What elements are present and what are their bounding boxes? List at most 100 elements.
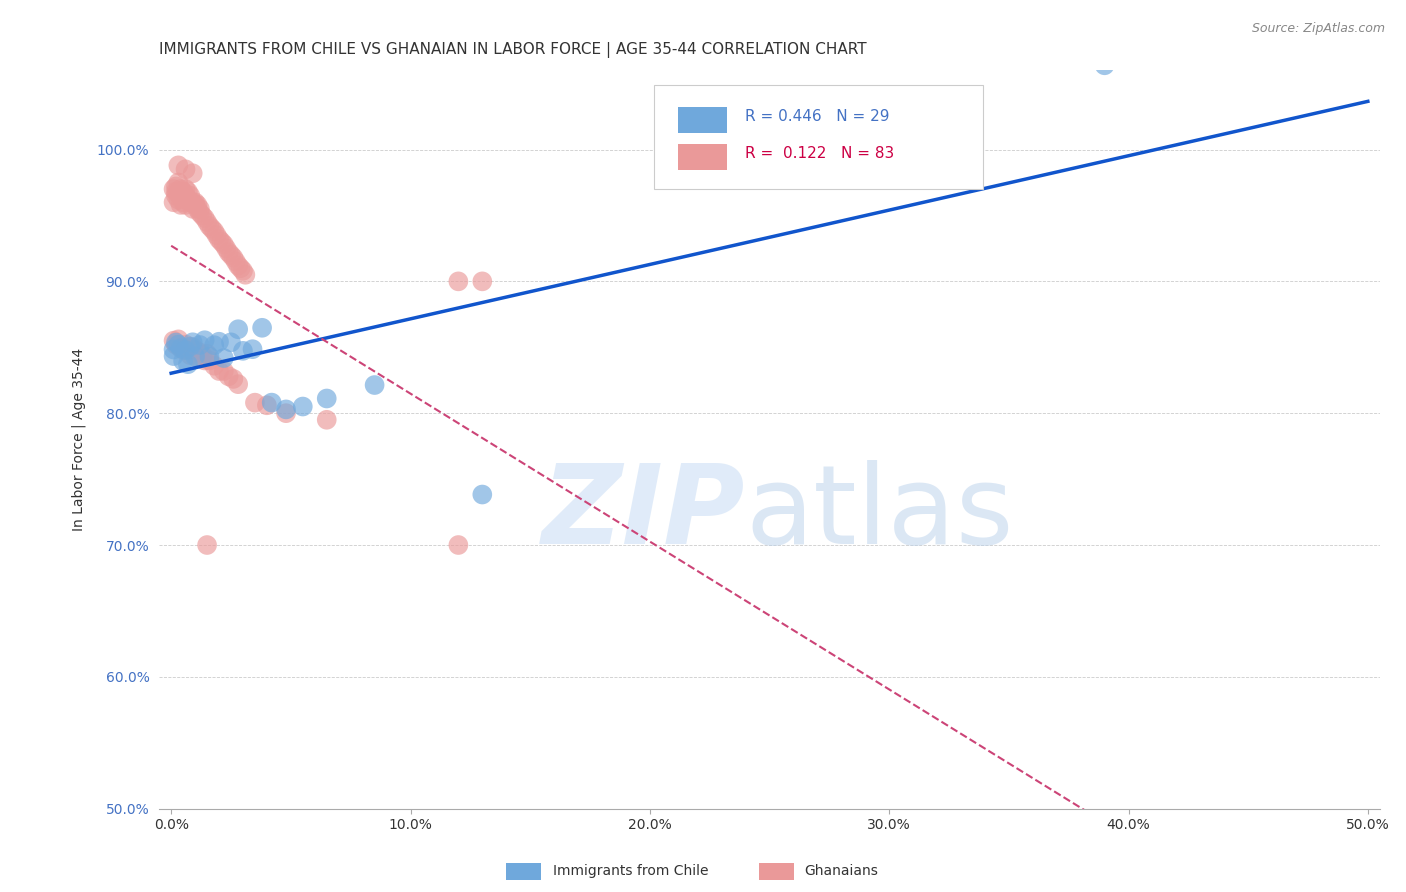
Point [212, 237, 235, 252]
Point [177, 193, 200, 207]
Y-axis label: In Labor Force | Age 35-44: In Labor Force | Age 35-44 [72, 348, 86, 531]
Point [167, 185, 190, 199]
Point [162, 334, 184, 348]
Point [250, 320, 273, 334]
Point [184, 198, 207, 212]
Point [165, 188, 187, 202]
Point [1094, 58, 1116, 72]
Point [215, 241, 238, 255]
Point [167, 158, 190, 172]
Point [177, 343, 200, 357]
Text: atlas: atlas [745, 460, 1014, 567]
Point [202, 338, 225, 352]
Bar [678, 145, 727, 170]
Point [274, 406, 297, 420]
Point [167, 332, 190, 346]
Point [471, 274, 494, 288]
Point [226, 259, 249, 273]
Point [177, 357, 200, 371]
Bar [678, 107, 727, 133]
Point [188, 202, 211, 216]
Point [181, 195, 204, 210]
Point [165, 337, 187, 351]
Point [181, 202, 204, 216]
Point [202, 224, 225, 238]
Point [179, 340, 201, 354]
Point [447, 274, 470, 288]
Point [222, 372, 245, 386]
Point [162, 349, 184, 363]
Point [179, 188, 201, 202]
FancyBboxPatch shape [654, 86, 983, 188]
Point [179, 195, 201, 210]
Point [242, 342, 264, 356]
Text: Ghanaians: Ghanaians [804, 864, 879, 879]
Text: R =  0.122   N = 83: R = 0.122 N = 83 [745, 146, 894, 161]
Point [219, 335, 242, 350]
Point [219, 248, 242, 262]
Point [201, 221, 224, 235]
Point [363, 378, 385, 392]
Point [198, 350, 221, 364]
Text: Immigrants from Chile: Immigrants from Chile [553, 864, 709, 879]
Point [243, 395, 266, 409]
Point [218, 245, 240, 260]
Point [447, 538, 470, 552]
Point [195, 347, 218, 361]
Point [170, 198, 193, 212]
Point [174, 198, 197, 212]
Point [172, 195, 194, 210]
Point [315, 413, 337, 427]
Point [186, 202, 208, 216]
Text: Source: ZipAtlas.com: Source: ZipAtlas.com [1251, 22, 1385, 36]
Point [315, 392, 337, 406]
Point [186, 351, 208, 365]
Point [184, 195, 207, 210]
Point [172, 354, 194, 368]
Point [208, 232, 231, 246]
Point [167, 337, 190, 351]
Point [181, 166, 204, 180]
Point [172, 185, 194, 199]
Point [232, 343, 254, 358]
Point [184, 343, 207, 357]
Point [235, 268, 257, 282]
Point [208, 334, 231, 349]
Point [172, 343, 194, 357]
Point [195, 538, 218, 552]
Point [218, 369, 240, 384]
Point [212, 351, 235, 365]
Point [174, 343, 197, 357]
Point [177, 185, 200, 199]
Point [162, 343, 184, 357]
Point [174, 162, 197, 177]
Point [229, 261, 252, 276]
Point [167, 193, 190, 207]
Point [191, 209, 214, 223]
Point [174, 337, 197, 351]
Point [194, 211, 217, 225]
Point [226, 322, 249, 336]
Point [191, 348, 214, 362]
Point [205, 228, 228, 243]
Point [167, 176, 190, 190]
Point [202, 359, 225, 373]
Point [174, 182, 197, 196]
Point [208, 364, 231, 378]
Point [162, 195, 184, 210]
Point [198, 219, 221, 233]
Text: ZIP: ZIP [541, 460, 745, 567]
Point [162, 182, 184, 196]
Point [274, 402, 297, 417]
Point [165, 185, 187, 199]
Point [165, 179, 187, 194]
Point [212, 364, 235, 378]
Point [198, 353, 221, 368]
Point [194, 333, 217, 347]
Point [209, 235, 232, 249]
Point [195, 215, 218, 229]
Point [291, 400, 314, 414]
Point [260, 395, 283, 409]
Point [232, 264, 254, 278]
Point [188, 345, 211, 359]
